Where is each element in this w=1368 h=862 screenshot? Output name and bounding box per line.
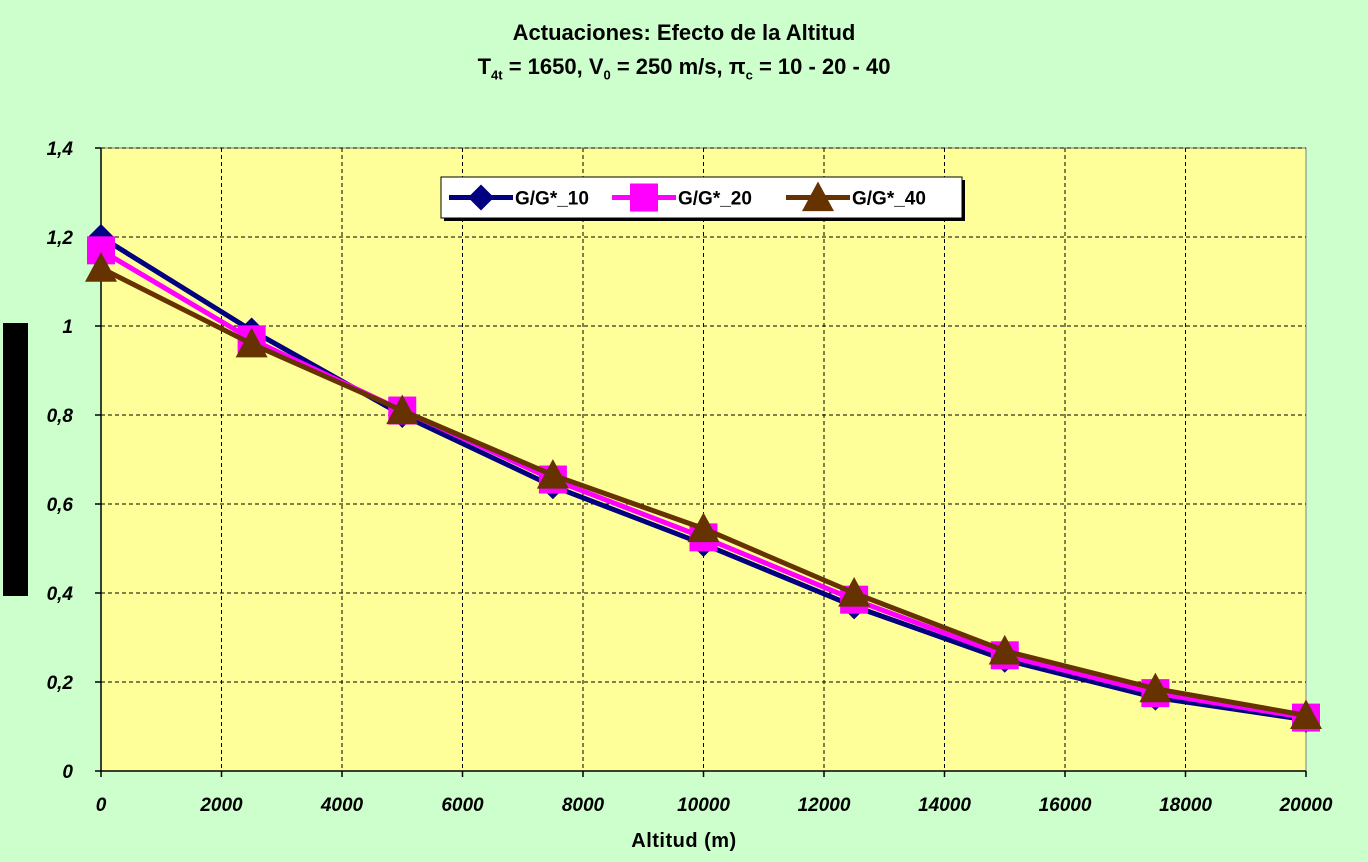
data-point [1290,699,1322,729]
x-tick-label: 4000 [320,795,364,816]
x-tick-label: 12000 [798,795,851,816]
y-tick-label: 0,6 [47,495,74,516]
data-point [235,327,268,358]
chart-title: Actuaciones: Efecto de la Altitud [512,20,856,45]
subtitle-v-value: = 250 m/s, [610,54,729,79]
data-point [536,459,569,489]
x-tick-label: 0 [96,795,107,816]
data-point [838,577,871,607]
x-tick-label: 16000 [1039,795,1092,816]
subtitle-v-sub: 0 [603,67,611,83]
axes: 0 2000 4000 6000 8000 10000 12000 14000 16000 180… [47,139,1333,816]
data-point [1139,672,1172,703]
y-axis-label-redacted [3,323,28,596]
data-point [687,512,720,543]
x-tick-label: 14000 [918,795,971,816]
legend-marker [802,181,834,212]
data-point [85,252,117,282]
x-tick-label: 8000 [562,795,605,816]
chart-subtitle: T4t = 1650, V0 = 250 m/s, πc = 10 - 20 -… [0,54,1368,82]
legend-marker [468,184,494,211]
subtitle-pi-value: = 10 - 20 - 40 [752,54,891,79]
y-tick-label: 1,4 [47,139,74,160]
legend: G/G*_10 G/G*_20 G/G*_40 [440,176,965,221]
x-axis-label: Altitud (m) [631,830,737,852]
x-tick-label: 18000 [1159,795,1212,816]
data-point [386,394,419,425]
legend-marker [630,183,658,212]
legend-label: G/G*_20 [678,189,752,210]
legend-label: G/G*_40 [852,189,926,210]
y-tick-label: 0,4 [47,584,74,605]
y-tick-label: 0 [62,762,73,783]
y-tick-label: 0,8 [47,406,74,427]
x-tick-label: 6000 [441,795,484,816]
x-tick-label: 2000 [199,795,243,816]
series-lines [85,224,1322,733]
series-3 [85,252,1322,729]
subtitle-pi-symbol: π [728,54,746,79]
x-tick-label: 10000 [677,795,730,816]
legend-label: G/G*_10 [515,189,589,210]
y-tick-label: 0,2 [47,673,74,694]
y-tick-label: 1 [62,317,73,338]
x-tick-label: 20000 [1279,795,1333,816]
data-point [988,634,1021,665]
subtitle-t-sub: 4t [491,67,503,83]
subtitle-t-symbol: T [477,54,492,79]
subtitle-pi-sub: c [745,67,753,83]
y-tick-label: 1,2 [47,228,74,249]
legend-box [440,176,963,219]
subtitle-t-value: = 1650, V [502,54,604,79]
